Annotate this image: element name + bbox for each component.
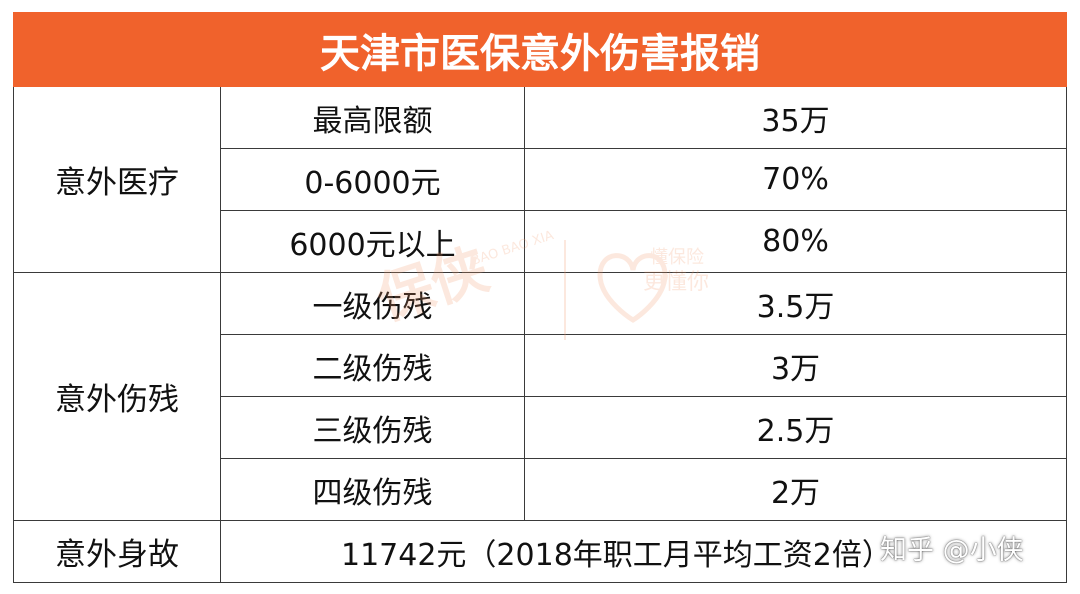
item-cell: 二级伤残 [220, 334, 525, 397]
item-cell: 一级伤残 [220, 272, 525, 335]
category-cell-disability: 意外伤残 [13, 272, 221, 521]
item-cell: 三级伤残 [220, 396, 525, 459]
reimbursement-table: 天津市医保意外伤害报销 意外医疗 最高限额 35万 0-6000元 70% 60… [13, 12, 1067, 583]
table-row: 二级伤残 3万 [14, 334, 1067, 397]
table-row: 意外医疗 最高限额 35万 [13, 86, 1067, 273]
item-cell: 四级伤残 [220, 458, 525, 521]
table-row: 四级伤残 2万 [14, 458, 1067, 521]
category-cell-death: 意外身故 [13, 520, 221, 583]
title-row: 天津市医保意外伤害报销 [13, 12, 1067, 87]
item-cell: 0-6000元 [220, 148, 525, 211]
table-title: 天津市医保意外伤害报销 [13, 12, 1067, 87]
death-benefit-cell: 11742元（2018年职工月平均工资2倍） [220, 520, 1067, 583]
value-cell: 2.5万 [524, 396, 1067, 459]
table-row: 意外身故 11742元（2018年职工月平均工资2倍） [13, 520, 1067, 583]
category-cell-medical: 意外医疗 [13, 86, 221, 273]
value-cell: 80% [524, 210, 1067, 273]
table-row: 0-6000元 70% [14, 148, 1067, 211]
reimbursement-table-container: 天津市医保意外伤害报销 意外医疗 最高限额 35万 0-6000元 70% 60… [13, 12, 1067, 583]
value-cell: 2万 [524, 458, 1067, 521]
value-cell: 3.5万 [524, 272, 1067, 335]
table-row: 意外伤残 一级伤残 3.5万 [13, 272, 1067, 521]
value-cell: 35万 [524, 86, 1067, 149]
value-cell: 3万 [524, 334, 1067, 397]
value-cell: 70% [524, 148, 1067, 211]
item-cell: 6000元以上 [220, 210, 525, 273]
item-cell: 最高限额 [220, 86, 525, 149]
